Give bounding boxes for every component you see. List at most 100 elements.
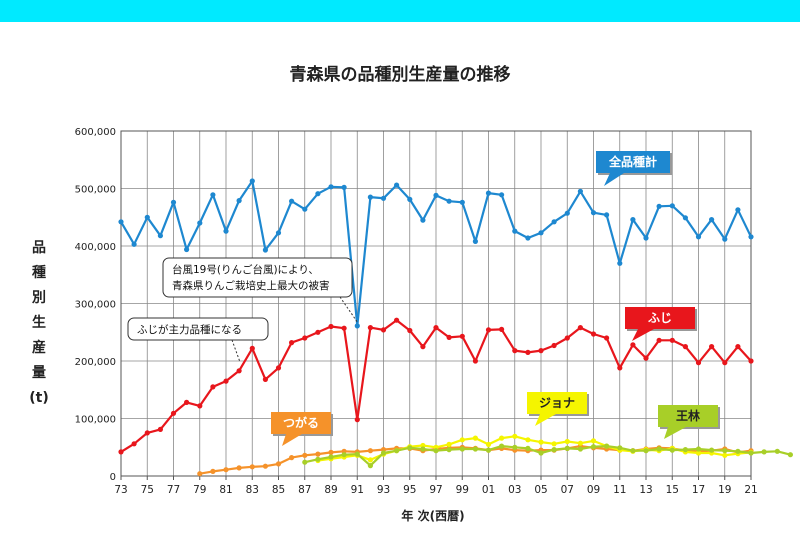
data-point xyxy=(630,217,636,223)
data-point xyxy=(748,450,754,456)
data-point xyxy=(669,447,675,453)
data-point xyxy=(538,450,544,456)
data-point xyxy=(394,182,400,188)
data-point xyxy=(459,437,465,443)
data-point xyxy=(170,410,177,416)
data-point xyxy=(275,461,282,467)
data-point xyxy=(735,448,741,454)
callout-tail xyxy=(632,329,654,341)
x-tick-label: 21 xyxy=(744,484,757,496)
y-axis-label-char: 生 xyxy=(32,315,46,331)
data-point xyxy=(446,447,452,453)
x-tick-label: 91 xyxy=(351,484,364,496)
data-point xyxy=(643,448,649,454)
chart-title: 青森県の品種別生産量の推移 xyxy=(289,65,511,85)
x-tick-label: 73 xyxy=(114,484,127,496)
data-point xyxy=(472,446,478,452)
data-point xyxy=(459,199,465,205)
data-point xyxy=(538,230,544,236)
data-point xyxy=(210,468,216,474)
data-point xyxy=(695,450,702,456)
data-point xyxy=(380,195,387,201)
data-point xyxy=(170,199,177,205)
data-point xyxy=(420,344,426,350)
data-point xyxy=(184,399,190,405)
x-tick-label: 17 xyxy=(692,484,705,496)
data-point xyxy=(315,456,321,462)
data-point xyxy=(157,426,163,432)
data-point xyxy=(118,219,124,225)
y-axis-label-char: 産 xyxy=(32,340,46,356)
data-point xyxy=(433,448,439,454)
series-callout: 全品種計 xyxy=(596,151,672,186)
data-point xyxy=(197,220,203,226)
data-point xyxy=(695,446,702,452)
data-point xyxy=(315,451,321,457)
data-point xyxy=(735,344,741,350)
data-point xyxy=(656,203,662,209)
x-tick-label: 75 xyxy=(141,484,154,496)
data-point xyxy=(512,228,518,234)
data-point xyxy=(590,438,597,444)
x-tick-label: 13 xyxy=(639,484,652,496)
x-tick-label: 81 xyxy=(219,484,232,496)
x-tick-label: 85 xyxy=(272,484,285,496)
series-callout: ふじ xyxy=(625,307,697,341)
x-tick-label: 15 xyxy=(666,484,679,496)
callout-box xyxy=(658,405,718,427)
y-axis-label-char: 別 xyxy=(32,290,46,306)
y-tick-label: 100,000 xyxy=(75,415,116,426)
series-callout: ジョナ xyxy=(527,392,589,426)
x-tick-label: 01 xyxy=(482,484,495,496)
data-point xyxy=(302,335,308,341)
y-axis-label-char: 種 xyxy=(32,265,46,281)
data-point xyxy=(499,443,505,449)
data-point xyxy=(249,178,255,184)
fuji-main-annotation-box xyxy=(127,317,269,341)
data-point xyxy=(223,378,229,384)
data-point xyxy=(394,448,400,454)
data-point xyxy=(144,214,150,220)
data-point xyxy=(275,230,282,236)
y-axis-label-char: 量 xyxy=(32,365,46,381)
data-point xyxy=(499,326,505,332)
data-point xyxy=(341,184,347,190)
data-point xyxy=(787,452,794,458)
data-point xyxy=(131,241,137,247)
data-point xyxy=(197,403,203,409)
y-tick-label: 200,000 xyxy=(75,357,116,368)
x-tick-label: 03 xyxy=(508,484,521,496)
data-point xyxy=(656,337,662,343)
y-axis-label-char: 品 xyxy=(32,240,46,256)
y-tick-labels: 0 100,000 200,000 300,000 400,000 500,000 600,… xyxy=(75,127,116,483)
y-tick-label: 600,000 xyxy=(75,127,116,138)
callout-tail xyxy=(664,427,686,439)
data-point xyxy=(485,441,492,447)
data-point xyxy=(709,344,715,350)
data-point xyxy=(604,335,610,341)
callout-tail xyxy=(604,173,624,186)
data-point xyxy=(577,188,584,194)
callout-tail xyxy=(282,434,302,446)
data-point xyxy=(289,455,295,461)
data-point xyxy=(420,446,426,452)
data-point xyxy=(354,417,360,423)
x-axis-label: 年 次(西暦) xyxy=(401,509,465,523)
data-point xyxy=(407,327,413,334)
data-point xyxy=(722,448,728,454)
data-point xyxy=(236,465,242,471)
callout-box xyxy=(625,307,695,329)
x-tick-label: 05 xyxy=(534,484,547,496)
data-point xyxy=(735,207,741,213)
data-point xyxy=(380,450,387,456)
grid xyxy=(120,130,752,480)
y-axis-label-char: (t) xyxy=(29,390,49,406)
data-point xyxy=(590,210,597,216)
data-point xyxy=(682,447,689,453)
data-point xyxy=(722,452,728,458)
data-point xyxy=(525,445,531,451)
data-point xyxy=(197,471,203,477)
y-tick-label: 400,000 xyxy=(75,242,116,253)
data-point xyxy=(774,448,780,454)
data-point xyxy=(446,198,452,204)
